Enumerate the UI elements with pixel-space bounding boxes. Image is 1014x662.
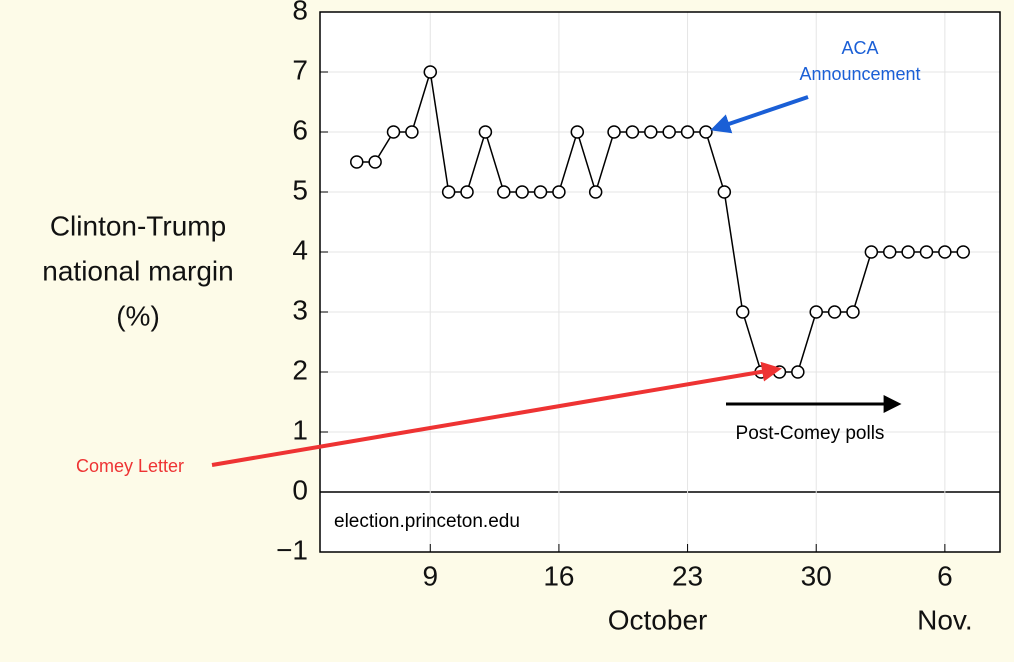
- point: [552, 185, 566, 199]
- point: [570, 125, 585, 139]
- point: [791, 365, 805, 379]
- y-tick-label: 2: [292, 354, 308, 385]
- annotation-arrow: [710, 95, 809, 134]
- y-axis-label: Clinton-Trump: [50, 210, 226, 241]
- point: [588, 185, 603, 199]
- y-tick-label: 8: [292, 0, 308, 25]
- x-tick-label: 23: [672, 560, 703, 591]
- point: [662, 125, 676, 139]
- point: [938, 245, 952, 259]
- plot-frame: [319, 11, 1001, 553]
- y-tick-label: 6: [292, 114, 308, 145]
- annotation: election.princeton.edu: [334, 511, 520, 532]
- point: [901, 245, 915, 259]
- y-tick-label: 7: [292, 54, 308, 85]
- y-tick-label: 1: [292, 414, 308, 445]
- point: [405, 125, 419, 139]
- y-tick-label: 3: [292, 294, 308, 325]
- x-tick-label: 16: [543, 560, 574, 591]
- point: [864, 245, 879, 259]
- point: [386, 125, 401, 139]
- x-tick-label: 6: [937, 560, 953, 591]
- y-tick-label: −1: [276, 534, 308, 565]
- y-axis-label: national margin: [42, 255, 233, 286]
- point: [533, 185, 548, 199]
- y-tick-label: 4: [292, 234, 308, 265]
- point: [497, 185, 511, 199]
- y-axis-label: (%): [116, 300, 160, 331]
- month-label: October: [608, 604, 708, 635]
- point: [919, 245, 934, 259]
- point: [809, 305, 823, 319]
- annotation: Comey Letter: [76, 456, 184, 476]
- point: [423, 65, 438, 79]
- point: [644, 125, 658, 139]
- point: [460, 185, 474, 199]
- x-tick-label: 9: [422, 560, 438, 591]
- annotation-arrow: [211, 361, 782, 467]
- point: [956, 245, 970, 259]
- point: [607, 125, 621, 139]
- point: [735, 305, 750, 319]
- x-tick-label: 30: [801, 560, 832, 591]
- point: [441, 185, 456, 199]
- point: [882, 245, 897, 259]
- point: [515, 185, 529, 199]
- point: [827, 305, 842, 319]
- month-label: Nov.: [917, 604, 973, 635]
- point: [717, 185, 732, 199]
- point: [350, 155, 364, 169]
- point: [478, 125, 493, 139]
- line: [356, 71, 964, 373]
- point: [625, 125, 640, 139]
- y-tick-label: 5: [292, 174, 308, 205]
- annotation: ACA Announcement: [799, 38, 920, 84]
- annotation: Post-Comey polls: [736, 423, 885, 444]
- point: [699, 125, 713, 139]
- point: [680, 125, 695, 139]
- point: [368, 155, 382, 169]
- y-tick-label: 0: [292, 474, 308, 505]
- point: [846, 305, 860, 319]
- plot-area: [320, 12, 1000, 552]
